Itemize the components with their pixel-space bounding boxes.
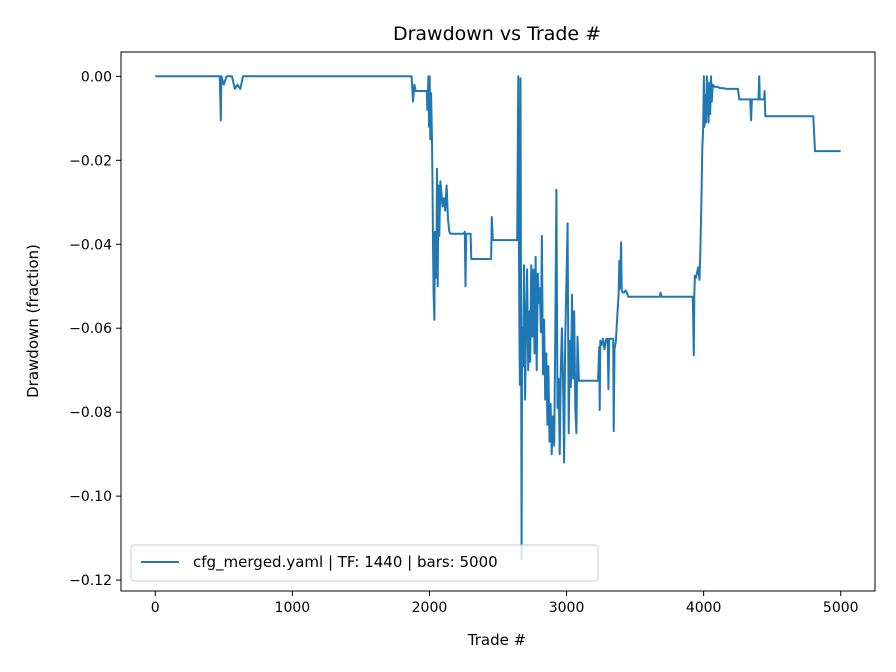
y-axis-label: Drawdown (fraction) (24, 244, 42, 398)
y-axis-ticks: 0.00 −0.02 −0.04 −0.06 −0.08 −0.10 −0.12 (69, 69, 121, 589)
x-tick-label: 1000 (275, 600, 311, 616)
y-tick-label: −0.12 (69, 573, 112, 589)
x-tick-label: 4000 (686, 600, 722, 616)
legend-box (130, 544, 599, 582)
legend: cfg_merged.yaml | TF: 1440 | bars: 5000 (130, 544, 599, 582)
x-axis-ticks: 0 1000 2000 3000 4000 5000 (151, 591, 859, 616)
x-tick-label: 2000 (412, 600, 448, 616)
legend-label: cfg_merged.yaml | TF: 1440 | bars: 5000 (193, 553, 498, 572)
y-tick-label: −0.04 (69, 237, 112, 253)
x-axis-label: Trade # (467, 631, 526, 649)
y-tick-label: −0.08 (69, 405, 112, 421)
y-tick-label: −0.02 (69, 153, 112, 169)
plot-area (155, 75, 841, 561)
plot-frame (120, 51, 876, 592)
series-line-0 (155, 75, 841, 561)
y-tick-label: −0.10 (69, 489, 112, 505)
y-tick-label: 0.00 (81, 69, 112, 85)
x-tick-label: 3000 (549, 600, 585, 616)
y-tick-label: −0.06 (69, 321, 112, 337)
x-tick-label: 5000 (823, 600, 859, 616)
chart-title: Drawdown vs Trade # (393, 23, 601, 45)
x-tick-label: 0 (151, 600, 160, 616)
